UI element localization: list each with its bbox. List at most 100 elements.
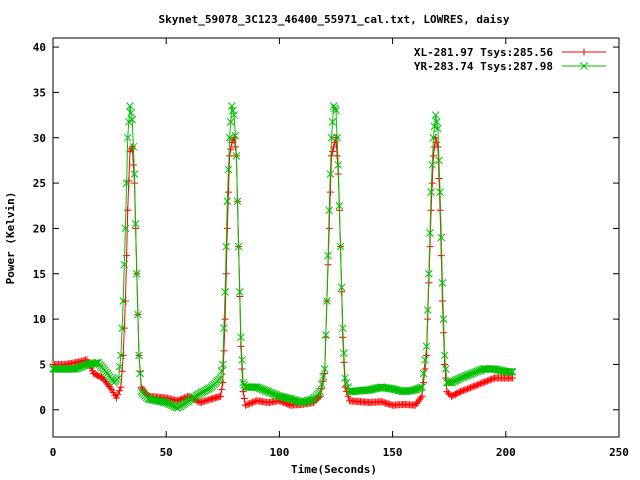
- data-point: [285, 394, 294, 403]
- data-point: [115, 362, 124, 371]
- data-point: [251, 383, 260, 391]
- data-point: [434, 124, 442, 133]
- data-point: [119, 297, 128, 305]
- chart-title: Skynet_59078_3C123_46400_55971_cal.txt, …: [159, 13, 510, 26]
- data-point: [235, 288, 244, 296]
- data-point: [123, 133, 132, 142]
- y-tick-label: 0: [39, 404, 46, 417]
- data-point: [299, 398, 308, 406]
- data-point: [126, 102, 134, 110]
- y-tick-label: 35: [33, 86, 46, 99]
- data-point: [317, 380, 326, 388]
- data-point: [441, 360, 449, 368]
- data-point: [306, 395, 315, 404]
- data-point: [412, 385, 421, 394]
- data-point: [226, 118, 235, 126]
- data-point: [337, 283, 346, 292]
- data-point: [232, 152, 241, 160]
- data-point: [508, 367, 517, 376]
- data-point: [438, 278, 447, 287]
- data-point: [229, 106, 237, 115]
- data-point: [124, 206, 132, 214]
- data-point: [217, 367, 226, 376]
- data-point: [439, 315, 448, 323]
- data-point: [292, 396, 301, 405]
- data-point: [222, 242, 231, 251]
- data-point: [233, 197, 242, 206]
- data-point: [160, 398, 169, 407]
- data-point: [417, 394, 425, 402]
- y-axis: 0 5 10 15 20 25 30 35 40: [33, 41, 619, 417]
- data-point: [334, 161, 343, 169]
- data-point: [429, 152, 437, 160]
- data-point: [411, 385, 420, 394]
- data-point: [319, 372, 328, 381]
- x-tick-label: 0: [50, 446, 57, 459]
- data-point: [117, 383, 125, 391]
- legend-label: XL-281.97 Tsys:285.56: [414, 46, 553, 59]
- data-point: [230, 134, 238, 142]
- data-point: [231, 131, 240, 140]
- data-point: [221, 315, 229, 323]
- data-point: [217, 392, 225, 400]
- y-tick-label: 10: [33, 313, 46, 326]
- data-point: [431, 111, 440, 119]
- data-point: [418, 383, 426, 391]
- data-point: [228, 102, 236, 110]
- data-point: [419, 369, 428, 378]
- data-point: [436, 188, 444, 197]
- data-point: [325, 206, 334, 215]
- data-point: [333, 152, 341, 160]
- data-point: [218, 360, 227, 369]
- data-point: [302, 397, 311, 406]
- data-point: [234, 242, 243, 251]
- data-point: [434, 143, 442, 151]
- data-point: [289, 395, 298, 404]
- data-point: [159, 398, 168, 406]
- data-point: [414, 384, 422, 393]
- series-layer: [49, 102, 517, 412]
- data-point: [413, 399, 421, 407]
- data-point: [120, 260, 129, 269]
- data-point: [327, 133, 336, 142]
- data-point: [329, 147, 337, 155]
- data-point: [134, 310, 142, 319]
- data-point: [139, 385, 147, 393]
- y-tick-label: 40: [33, 41, 46, 54]
- data-point: [423, 306, 432, 314]
- data-point: [305, 396, 313, 405]
- data-point: [342, 378, 351, 387]
- data-point: [131, 220, 140, 228]
- data-point: [326, 188, 334, 196]
- y-tick-label: 15: [33, 268, 46, 281]
- y-tick-label: 30: [33, 132, 46, 145]
- data-point: [409, 386, 418, 394]
- data-point: [286, 395, 295, 403]
- data-point: [291, 396, 299, 405]
- data-point: [435, 175, 443, 183]
- data-point: [114, 374, 123, 382]
- data-point: [507, 367, 516, 376]
- data-point: [288, 395, 296, 404]
- data-point: [216, 374, 225, 382]
- data-point: [433, 138, 441, 146]
- data-point: [424, 269, 433, 278]
- data-point: [443, 388, 451, 396]
- data-point: [418, 392, 426, 400]
- data-point: [329, 102, 338, 110]
- data-point: [128, 143, 136, 151]
- data-point: [428, 161, 437, 169]
- data-point: [130, 170, 139, 178]
- x-tick-label: 150: [383, 446, 403, 459]
- data-point: [225, 133, 234, 142]
- data-point: [224, 165, 233, 174]
- data-point: [128, 115, 137, 124]
- data-point: [506, 367, 514, 376]
- data-point: [303, 396, 312, 405]
- x-axis: 0 50 100 150 200 250: [50, 38, 629, 459]
- data-point: [220, 347, 228, 355]
- data-point: [441, 365, 450, 373]
- data-point: [332, 134, 340, 142]
